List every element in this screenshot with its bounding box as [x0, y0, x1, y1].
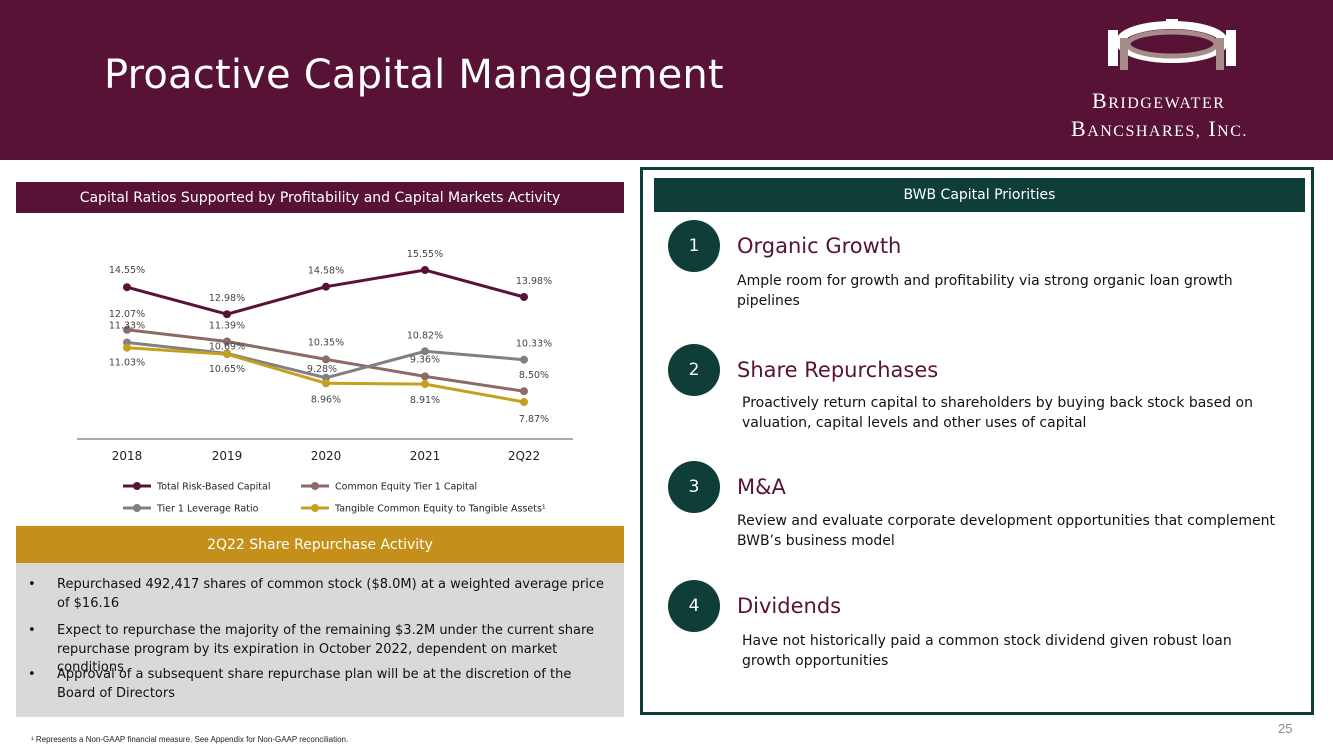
chart-section-header: Capital Ratios Supported by Profitabilit…	[16, 182, 624, 213]
priority-title-share-repurchases: Share Repurchases	[737, 358, 939, 382]
data-point	[421, 372, 429, 381]
repurchase-body: • Repurchased 492,417 shares of common s…	[16, 563, 624, 717]
priorities-header: BWB Capital Priorities	[654, 178, 1305, 212]
data-point	[421, 347, 429, 356]
priority-number-3: 3	[668, 461, 720, 513]
data-label: 11.33%	[109, 321, 145, 332]
legend-label: Tangible Common Equity to Tangible Asset…	[334, 504, 546, 515]
data-point	[520, 398, 528, 406]
data-label: 9.36%	[410, 354, 440, 365]
x-tick-label: 2018	[112, 449, 143, 463]
capital-ratios-chart: 2018 2019 2020 2021 2Q22 14.55% 12.98% 14.58% 15…	[77, 249, 573, 515]
data-point	[520, 355, 528, 364]
bullet-text: Repurchased 492,417 shares of common sto…	[57, 577, 605, 611]
legend-label: Common Equity Tier 1 Capital	[335, 482, 477, 493]
priority-title-dividends: Dividends	[737, 594, 842, 618]
data-label: 10.65%	[209, 364, 245, 375]
bridgewater-logo-icon	[1108, 19, 1236, 70]
legend-label: Tier 1 Leverage Ratio	[156, 504, 259, 515]
data-point	[223, 310, 231, 319]
priority-number-1: 1	[668, 220, 720, 272]
x-tick-label: 2Q22	[508, 449, 540, 463]
data-point	[322, 373, 330, 382]
data-label: 12.07%	[109, 309, 145, 320]
priority-title-organic-growth: Organic Growth	[737, 234, 902, 258]
priority-number-2: 2	[668, 344, 720, 396]
bullet-text: Approval of a subsequent share repurchas…	[57, 667, 572, 701]
x-tick-label: 2021	[410, 449, 441, 463]
legend-marker	[133, 482, 141, 490]
logo-text-line1: BRIDGEWATER	[1092, 88, 1226, 113]
data-point	[520, 387, 528, 396]
data-label: 7.87%	[519, 414, 549, 425]
bullet-marker: •	[28, 623, 36, 638]
data-label: 9.28%	[307, 364, 337, 375]
data-label: 8.91%	[410, 395, 440, 406]
x-tick-label: 2019	[212, 449, 243, 463]
data-point	[322, 282, 330, 291]
data-label: 11.03%	[109, 358, 145, 369]
logo-text-line2: BANCSHARES, INC.	[1071, 116, 1248, 141]
data-point	[322, 355, 330, 364]
footnote: ¹ Represents a Non-GAAP financial measur…	[31, 735, 349, 744]
bullet-marker: •	[28, 667, 36, 682]
x-tick-label: 2020	[311, 449, 342, 463]
capital-priorities-panel	[640, 167, 1314, 715]
data-point	[223, 337, 231, 346]
priority-number-4: 4	[668, 580, 720, 632]
data-label: 12.98%	[209, 293, 245, 304]
data-label: 10.35%	[308, 337, 344, 348]
bullet-marker: •	[28, 577, 36, 592]
data-label: 8.50%	[519, 370, 549, 381]
repurchase-section-header: 2Q22 Share Repurchase Activity	[16, 526, 624, 563]
priority-desc-share-repurchases: Proactively return capital to shareholde…	[742, 395, 1253, 431]
data-label: 10.82%	[407, 330, 443, 341]
legend-label: Total Risk-Based Capital	[156, 482, 270, 493]
legend-marker	[133, 504, 141, 512]
priority-desc-dividends: Have not historically paid a common stoc…	[742, 633, 1232, 669]
header-bar	[0, 0, 1333, 160]
legend-marker	[311, 482, 319, 490]
data-label: 15.55%	[407, 249, 443, 260]
data-point	[123, 343, 131, 352]
data-label: 10.69%	[209, 342, 245, 353]
data-point	[520, 293, 528, 301]
data-point	[421, 266, 429, 274]
priority-desc-organic-growth: Ample room for growth and profitability …	[737, 273, 1233, 309]
data-label: 14.55%	[109, 265, 145, 276]
priority-title-ma: M&A	[737, 475, 786, 499]
data-point	[223, 350, 231, 359]
bullet-text: Expect to repurchase the majority of the…	[57, 623, 595, 675]
data-point	[421, 380, 429, 389]
data-label: 11.39%	[209, 321, 245, 332]
data-point	[322, 379, 330, 388]
data-label: 13.98%	[516, 276, 552, 287]
priority-desc-ma: Review and evaluate corporate developmen…	[737, 513, 1276, 549]
data-label: 8.96%	[311, 394, 341, 405]
page-title: Proactive Capital Management	[104, 52, 724, 98]
data-label: 10.33%	[516, 339, 552, 350]
page-number: 25	[1278, 721, 1293, 736]
data-point	[123, 283, 131, 292]
legend-marker	[311, 504, 319, 512]
data-label: 14.58%	[308, 266, 344, 277]
data-point	[123, 325, 131, 334]
